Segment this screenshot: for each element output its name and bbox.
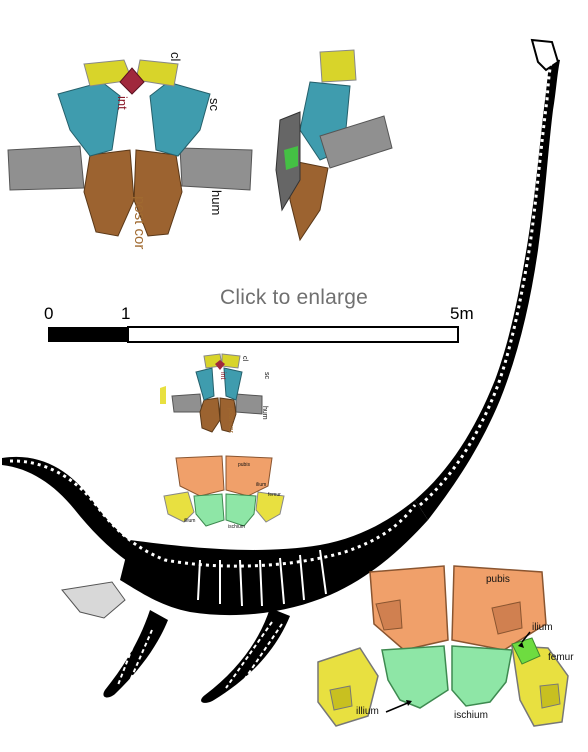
pelvic-girdle-large xyxy=(318,566,568,726)
pectoral-girdle-small xyxy=(160,354,262,432)
label-ischium-small: ischium xyxy=(228,524,245,530)
label-pubis-small: pubis xyxy=(238,462,250,468)
scale-bar-black-segment xyxy=(48,327,128,342)
label-sc-large: sc xyxy=(207,98,222,111)
label-int-large: int xyxy=(115,96,130,110)
label-illium-large: illium xyxy=(356,706,379,717)
left-coracoid xyxy=(84,150,134,236)
label-illium-small: illium xyxy=(184,518,195,524)
label-femur-small: femur xyxy=(268,492,281,498)
label-hum-large: hum xyxy=(209,190,224,215)
label-cl-small: cl xyxy=(241,356,248,361)
scale-bar xyxy=(48,327,458,342)
left-ischium xyxy=(382,646,448,708)
scale-label-five-m: 5m xyxy=(450,304,474,324)
label-sc-small: sc xyxy=(263,372,270,379)
scale-label-one: 1 xyxy=(121,304,130,324)
pectoral-girdle-side-view xyxy=(276,50,392,240)
label-ilium-small: ilium xyxy=(256,482,266,488)
label-pubis-large: pubis xyxy=(486,574,510,585)
label-femur-large: femur xyxy=(548,652,574,663)
scale-bar-white-segment xyxy=(128,327,458,342)
pelvic-girdle-small xyxy=(164,456,284,526)
label-int-small: int xyxy=(219,372,226,379)
scale-label-zero: 0 xyxy=(44,304,53,324)
label-post-cor-small: post cor xyxy=(227,408,234,433)
left-scapula xyxy=(58,82,120,156)
label-hum-small: hum xyxy=(261,406,268,420)
enlarge-link[interactable]: Click to enlarge xyxy=(0,286,588,310)
label-cl-large: cl xyxy=(168,52,183,61)
right-scapula xyxy=(150,82,210,156)
label-ilium-large: ilium xyxy=(532,622,553,633)
right-ischium xyxy=(452,646,512,706)
label-ischium-large: ischium xyxy=(454,710,488,721)
right-humerus xyxy=(180,148,252,190)
left-humerus xyxy=(8,146,84,190)
label-post-cor-large: post cor xyxy=(131,196,148,249)
